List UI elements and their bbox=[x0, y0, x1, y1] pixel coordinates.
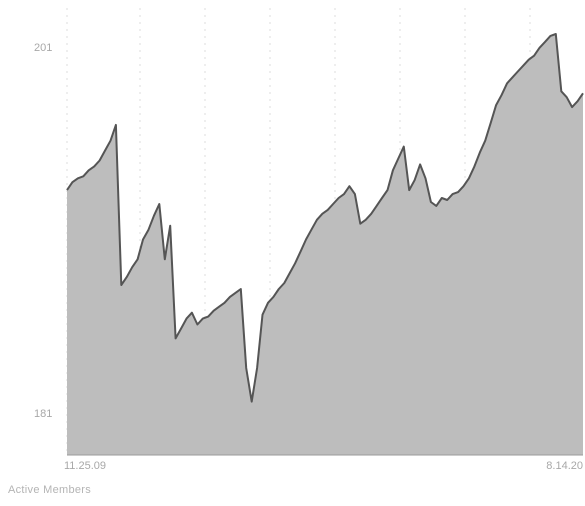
x-tick-label-end: 8.14.20 bbox=[546, 460, 583, 472]
y-tick-label-bottom: 181 bbox=[34, 408, 52, 420]
y-tick-label-top: 201 bbox=[34, 42, 52, 54]
x-tick-label-start: 11.25.09 bbox=[64, 460, 106, 472]
chart-footer-label: Active Members bbox=[8, 484, 92, 496]
tick-labels: 201 181 11.25.09 8.14.20 bbox=[34, 42, 583, 472]
series-area bbox=[67, 34, 583, 455]
series-line bbox=[66, 33, 584, 403]
